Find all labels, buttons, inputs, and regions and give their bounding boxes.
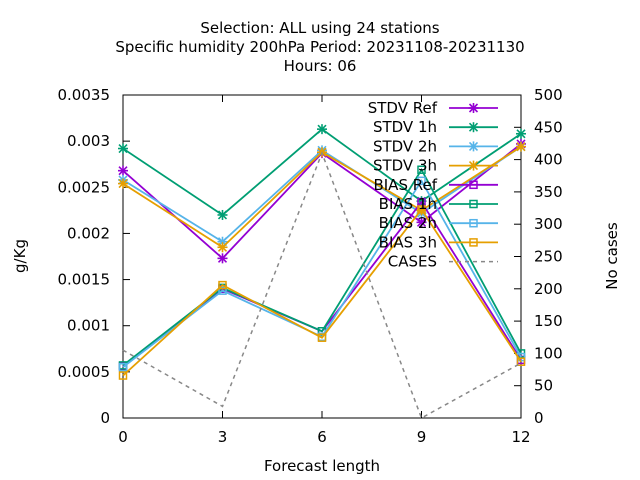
data-point [218,286,227,295]
legend-entry: STDV 2h [373,137,498,155]
legend-marker [469,238,478,247]
legend-label: CASES [388,253,437,271]
legend-label: BIAS 2h [379,214,437,232]
y-tick-label: 0.002 [67,224,110,242]
title-line: Hours: 06 [284,57,357,75]
data-point [118,165,128,176]
legend-label: BIAS 1h [379,195,437,213]
y-tick-label: 0.001 [67,317,110,335]
series-line [122,207,522,377]
series-line [122,151,522,420]
data-point [417,205,426,214]
legend-entry: CASES [388,253,498,271]
title-line: Selection: ALL using 24 stations [200,19,439,37]
y2-tick-label: 100 [534,344,563,362]
data-point [516,357,526,366]
legend-marker [469,180,478,190]
legend-entry: BIAS 2h [379,214,498,232]
title-line: Specific humidity 200hPa Period: 2023110… [115,38,524,56]
y-tick-label: 0.0025 [58,178,111,196]
x-tick-label: 9 [417,428,427,446]
legend-entry: STDV Ref [368,99,498,117]
data-point [118,143,128,154]
y-tick-label: 0.0015 [58,271,111,289]
legend-entry: BIAS 3h [379,233,498,251]
y2-tick-label: 250 [534,248,563,266]
series-stdv-1h [118,124,526,220]
x-tick-label: 12 [511,428,530,446]
legend-label: STDV Ref [368,99,438,117]
legend-marker [468,160,479,171]
data-point [317,333,327,342]
data-point [118,371,128,380]
legend-marker [468,141,479,152]
y2-tick-label: 50 [534,377,553,395]
data-point [217,242,228,253]
data-point [516,141,526,152]
x-tick-label: 3 [218,428,228,446]
series-line [122,167,522,367]
series-bias-3h [118,205,526,380]
y-tick-label: 0.0005 [58,363,111,381]
legend-entry: BIAS Ref [373,176,498,194]
data-point [217,253,228,264]
legend-label: STDV 1h [373,118,437,136]
legend-entry: STDV 3h [373,157,498,175]
y2-tick-label: 300 [534,215,563,233]
y2-axis-label: No cases [603,222,621,290]
data-point [118,178,128,189]
legend-label: BIAS 3h [379,233,437,251]
data-point [317,124,327,135]
y-tick-label: 0 [100,409,110,427]
series-stdv-ref [118,138,526,264]
data-point [416,217,427,228]
data-point [217,209,228,220]
axis-ticks: 0 0.0005 0.001 0.0015 0.002 0.0025 0.003 0.0035… [58,86,563,446]
data-point [516,128,526,139]
data-point [218,280,227,290]
x-tick-label: 6 [317,428,327,446]
x-axis-label: Forecast length [264,457,380,475]
legend-label: STDV 2h [373,137,437,155]
legend-marker [468,122,479,133]
plot-frame [122,94,522,419]
chart-title: Selection: ALL using 24 stationsSpecific… [115,19,524,75]
data-point [118,362,128,372]
legend-marker [468,103,479,113]
data-point [417,176,426,186]
legend-marker [469,218,478,228]
series-line [122,179,522,368]
legend-label: STDV 3h [373,157,437,175]
y2-tick-label: 200 [534,280,563,298]
legend-entry: STDV 1h [373,118,498,136]
series-line [122,143,522,260]
data-point [417,165,426,175]
series-line [122,145,522,249]
series-cases [122,151,522,420]
y-tick-label: 0.003 [67,132,110,150]
y2-tick-label: 400 [534,151,563,169]
x-tick-label: 0 [118,428,128,446]
series-layer [118,124,526,420]
series-stdv-3h [118,141,526,253]
y2-tick-label: 0 [534,409,544,427]
y2-tick-label: 500 [534,86,563,104]
y-tick-label: 0.0035 [58,86,111,104]
legend-entry: BIAS 1h [379,195,498,213]
y2-tick-label: 350 [534,183,563,201]
legend-label: BIAS Ref [373,176,437,194]
legend-marker [469,199,478,209]
series-line [122,145,522,243]
y-axis-label: g/Kg [11,239,29,273]
y2-tick-label: 450 [534,118,563,136]
series-line [122,127,522,217]
series-bias-ref [118,197,526,371]
y2-tick-label: 150 [534,312,563,330]
